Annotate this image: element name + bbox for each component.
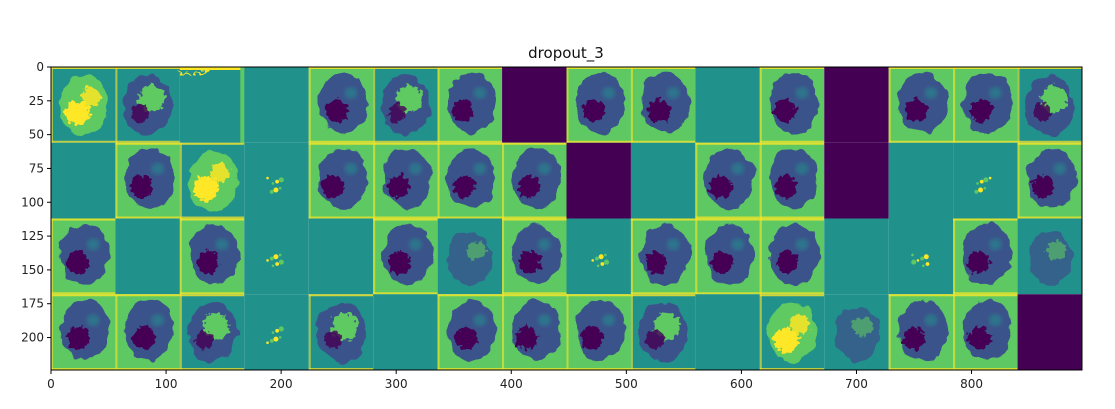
feature-map-tile: [824, 67, 889, 143]
feature-map-tile: [566, 67, 631, 143]
feature-map-tile: [953, 218, 1018, 295]
feature-map-tile: [373, 67, 438, 143]
feature-map-tile: [308, 142, 374, 219]
feature-map-tile: [244, 218, 309, 295]
feature-map-tile: [888, 294, 954, 370]
feature-map-tile: [695, 218, 760, 295]
feature-map-tile: [373, 294, 438, 370]
feature-map-tile: [824, 218, 889, 295]
feature-map-tile: [308, 67, 374, 143]
x-tick-label: 600: [730, 377, 753, 391]
feature-map-tile: [824, 142, 889, 219]
feature-map-tile: [115, 67, 180, 143]
feature-map-tile: [373, 142, 438, 219]
feature-map-tile: [1017, 294, 1082, 370]
feature-map-tile: [888, 142, 954, 219]
x-tick-label: 100: [155, 377, 178, 391]
feature-map-tile: [953, 142, 1018, 219]
feature-map-tile: [373, 218, 438, 295]
feature-map-tile: [759, 142, 825, 219]
y-tick-label: 0: [36, 60, 44, 74]
feature-map-tile: [630, 67, 696, 143]
feature-map-tile: [115, 142, 180, 219]
feature-map-tile: [437, 67, 503, 143]
feature-map-tile: [888, 67, 954, 143]
feature-map-tile: [437, 218, 503, 295]
feature-map-tile: [630, 142, 696, 219]
feature-map-tile: [695, 67, 760, 143]
feature-map-tile: [953, 67, 1018, 143]
y-tick-label: 150: [21, 263, 44, 277]
x-tick-label: 200: [270, 377, 293, 391]
feature-map-tile: [502, 218, 567, 295]
feature-map-tile: [502, 294, 567, 370]
y-tick-label: 25: [29, 94, 44, 108]
feature-map-tile: [115, 294, 180, 370]
feature-map-tile: [759, 218, 825, 295]
feature-map-tile: [759, 67, 825, 143]
feature-map-tile: [244, 142, 309, 219]
feature-map-tile: [244, 294, 309, 370]
feature-map-tile: [51, 142, 116, 219]
feature-map-tile: [179, 218, 245, 295]
feature-map-tile: [437, 142, 503, 219]
x-tick-label: 800: [960, 377, 983, 391]
x-tick-label: 400: [500, 377, 523, 391]
feature-map-tile: [824, 294, 889, 370]
feature-map-tile: [759, 294, 825, 370]
y-tick-label: 200: [21, 331, 44, 345]
y-tick-label: 125: [21, 229, 44, 243]
feature-map-tile: [244, 67, 309, 143]
x-axis: 0 100 200 300 400 500 600 700 800: [47, 370, 983, 391]
feature-map-tile: [1017, 67, 1082, 143]
y-axis: 0 25 50 75 100 125 150 175 200: [21, 60, 51, 345]
feature-map-tile: [308, 294, 374, 370]
feature-map-tile: [179, 67, 245, 143]
y-tick-label: 75: [29, 161, 44, 175]
feature-map-grid: [51, 67, 1082, 370]
x-tick-label: 500: [615, 377, 638, 391]
y-tick-label: 100: [21, 195, 44, 209]
x-tick-label: 0: [47, 377, 55, 391]
chart-title: dropout_3: [528, 44, 604, 63]
x-tick-label: 300: [385, 377, 408, 391]
feature-map-tile: [51, 218, 116, 295]
feature-map-tile: [888, 218, 954, 295]
feature-map-tile: [179, 142, 245, 219]
x-tick-label: 700: [845, 377, 868, 391]
feature-map-tile: [502, 142, 567, 219]
feature-map-tile: [566, 142, 631, 219]
y-tick-label: 50: [29, 128, 44, 142]
feature-map-tile: [1017, 142, 1082, 219]
feature-map-tile: [115, 218, 180, 295]
feature-map-tile: [953, 294, 1018, 370]
feature-map-tile: [308, 218, 374, 295]
y-tick-label: 175: [21, 297, 44, 311]
feature-map-tile: [51, 294, 116, 370]
feature-map-tile: [695, 142, 760, 219]
feature-map-tile: [179, 294, 245, 370]
feature-map-tile: [437, 294, 503, 370]
plot-frame: [50, 66, 1083, 371]
feature-map-tile: [630, 218, 696, 295]
feature-map-tile: [566, 218, 631, 295]
feature-map-tile: [502, 67, 567, 143]
feature-map-tile: [51, 67, 116, 143]
feature-map-tile: [630, 294, 696, 370]
feature-map-tile: [566, 294, 631, 370]
feature-map-tile: [695, 294, 760, 370]
feature-map-tile: [1017, 218, 1082, 295]
